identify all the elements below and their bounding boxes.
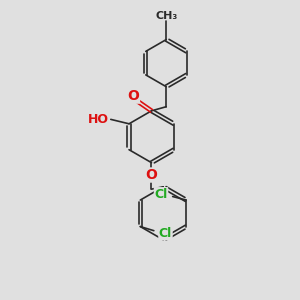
Text: O: O xyxy=(146,168,158,182)
Text: Cl: Cl xyxy=(154,188,168,201)
Text: HO: HO xyxy=(87,113,108,126)
Text: CH₃: CH₃ xyxy=(155,11,177,21)
Text: O: O xyxy=(128,89,140,103)
Text: Cl: Cl xyxy=(159,227,172,240)
